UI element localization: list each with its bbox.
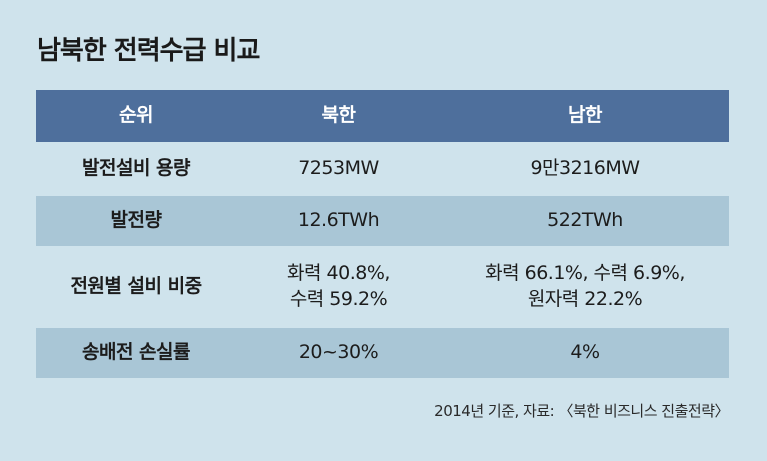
page-title: 남북한 전력수급 비교: [37, 36, 260, 66]
north-value: 20~30%: [298, 341, 379, 364]
north-value: 화력 40.8%, 수력 59.2%: [236, 261, 441, 312]
south-value: 4%: [570, 341, 600, 364]
north-value: 12.6TWh: [297, 209, 380, 232]
south-value: 화력 66.1%, 수력 6.9%, 원자력 22.2%: [441, 261, 729, 312]
table-row: 송배전 손실률 20~30% 4%: [36, 328, 729, 378]
header-north-korea: 북한: [321, 104, 356, 127]
row-label: 발전설비 용량: [82, 157, 191, 180]
source-note: 2014년 기준, 자료: 〈북한 비즈니스 진출전략〉: [434, 402, 729, 420]
comparison-table: 순위 북한 남한 발전설비 용량 7253MW 9만3216MW 발전량 12.…: [36, 90, 729, 378]
row-label: 발전량: [110, 209, 162, 232]
table-row: 발전량 12.6TWh 522TWh: [36, 196, 729, 246]
north-value-line: 화력 40.8%,: [287, 262, 390, 285]
header-rank: 순위: [119, 104, 153, 127]
header-south-korea: 남한: [568, 104, 602, 127]
south-value: 522TWh: [547, 209, 623, 232]
table-row: 전원별 설비 비중 화력 40.8%, 수력 59.2% 화력 66.1%, 수…: [36, 246, 729, 328]
north-value: 7253MW: [298, 157, 379, 180]
north-value-line: 수력 59.2%: [289, 288, 388, 310]
south-value: 9만3216MW: [530, 157, 640, 180]
row-label: 전원별 설비 비중: [70, 275, 202, 298]
row-label: 송배전 손실률: [82, 341, 191, 364]
south-value-line: 화력 66.1%, 수력 6.9%,: [485, 262, 685, 285]
south-value-line: 원자력 22.2%: [527, 288, 643, 310]
table-header-row: 순위 북한 남한: [36, 90, 729, 142]
table-row: 발전설비 용량 7253MW 9만3216MW: [36, 142, 729, 196]
